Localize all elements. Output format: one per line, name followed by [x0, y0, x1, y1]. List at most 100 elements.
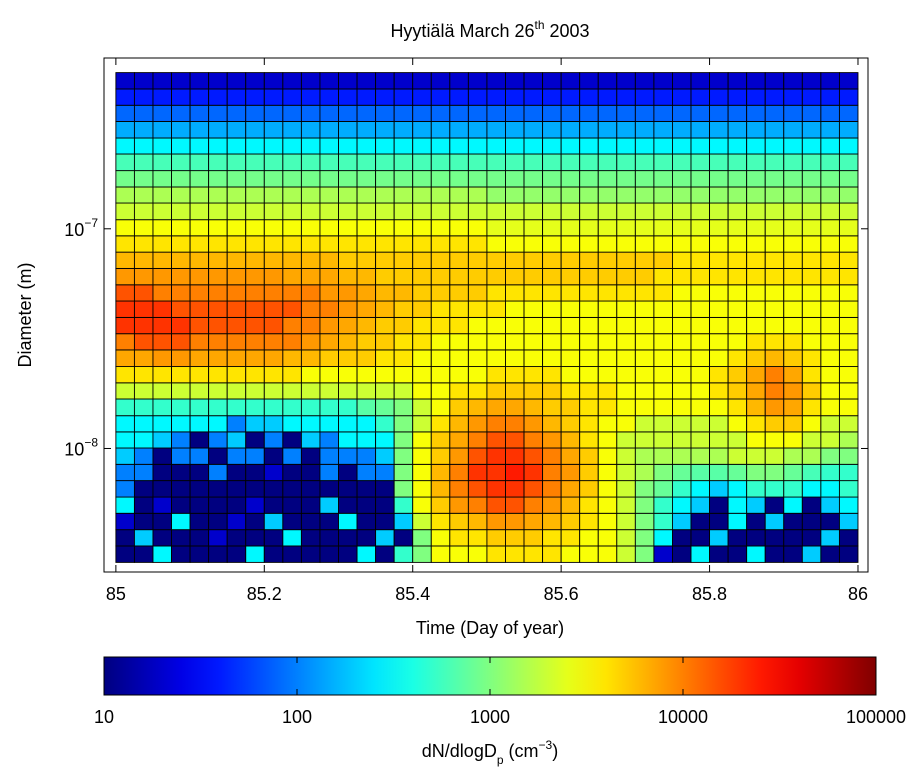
heatmap-cell [412, 300, 432, 318]
heatmap-cell [449, 333, 469, 351]
heatmap-cell [690, 431, 711, 449]
heatmap-cell [746, 170, 766, 188]
heatmap-cell [764, 267, 785, 286]
heatmap-cell [393, 121, 414, 139]
heatmap-cell [393, 382, 414, 400]
heatmap-cell [746, 431, 766, 449]
heatmap-cell [505, 219, 525, 237]
y-tick-label-base: 10 [64, 439, 84, 459]
heatmap-cell [412, 72, 432, 90]
heatmap-cell [171, 512, 191, 531]
heatmap-cell [152, 104, 172, 122]
heatmap-cell [597, 480, 618, 498]
heatmap-cell [727, 300, 748, 318]
heatmap-cell [542, 316, 562, 335]
heatmap-cell [226, 496, 247, 514]
heatmap-cell [319, 415, 339, 433]
heatmap-cell [115, 137, 135, 155]
heatmap-cell [801, 480, 822, 498]
heatmap-cell [338, 300, 358, 318]
heatmap-cell [189, 512, 210, 531]
heatmap-cell [208, 235, 228, 253]
heatmap-cell [319, 219, 339, 237]
heatmap-cell [338, 415, 358, 433]
heatmap-cell [152, 431, 172, 449]
heatmap-cell [653, 382, 673, 400]
heatmap-cell [282, 447, 302, 465]
heatmap-cell [338, 431, 358, 449]
heatmap-cell [690, 137, 711, 155]
heatmap-cell [801, 186, 822, 204]
heatmap-cell [820, 398, 840, 417]
heatmap-cell [690, 153, 711, 172]
heatmap-cell [171, 235, 191, 253]
heatmap-cell [783, 529, 803, 547]
heatmap-cell [838, 382, 859, 400]
heatmap-cell [616, 121, 636, 139]
heatmap-cell [634, 235, 655, 253]
heatmap-cell [579, 202, 599, 221]
heatmap-cell [375, 366, 395, 384]
heatmap-cell [690, 186, 711, 204]
heatmap-cell [542, 284, 562, 302]
heatmap-cell [300, 235, 321, 253]
heatmap-cell [133, 349, 154, 368]
heatmap-cell [338, 349, 358, 368]
heatmap-cell [430, 170, 451, 188]
heatmap-cell [820, 186, 840, 204]
heatmap-cell [597, 88, 618, 106]
heatmap-cell [634, 121, 655, 139]
heatmap-cell [523, 349, 544, 368]
x-tick-label: 85 [106, 584, 126, 604]
heatmap-cell [430, 366, 451, 384]
heatmap-cell [727, 316, 748, 335]
heatmap-cell [115, 284, 135, 302]
heatmap-cell [375, 88, 395, 106]
heatmap-cell [430, 88, 451, 106]
heatmap-cell [226, 415, 247, 433]
heatmap-cell [709, 382, 729, 400]
heatmap-cell [838, 480, 859, 498]
heatmap-cell [579, 104, 599, 122]
heatmap-cell [616, 316, 636, 335]
heatmap-cell [245, 496, 265, 514]
heatmap-cell [746, 284, 766, 302]
heatmap-cell [189, 545, 210, 563]
heatmap-cell [171, 137, 191, 155]
heatmap-cell [801, 382, 822, 400]
heatmap-cell [152, 137, 172, 155]
heatmap-cell [449, 366, 469, 384]
heatmap-cell [709, 104, 729, 122]
heatmap-cell [560, 137, 581, 155]
heatmap-cell [152, 316, 172, 335]
heatmap-cell [597, 512, 618, 531]
heatmap-cell [189, 153, 210, 172]
heatmap-cell [616, 512, 636, 531]
heatmap-cell [152, 480, 172, 498]
heatmap-cell [115, 382, 135, 400]
heatmap-cell [579, 463, 599, 482]
heatmap-cell [467, 235, 488, 253]
heatmap-cell [616, 333, 636, 351]
heatmap-cell [838, 251, 859, 269]
heatmap-cell [616, 529, 636, 547]
heatmap-cell [152, 88, 172, 106]
heatmap-cell [727, 267, 748, 286]
heatmap-cell [319, 463, 339, 482]
heatmap-cell [783, 316, 803, 335]
heatmap-cell [838, 529, 859, 547]
heatmap-cell [746, 349, 766, 368]
heatmap-cell [245, 186, 265, 204]
heatmap-cell [226, 202, 247, 221]
heatmap-cell [672, 480, 692, 498]
heatmap-cell [282, 267, 302, 286]
heatmap-cell [505, 72, 525, 90]
heatmap-cell [505, 186, 525, 204]
heatmap-cell [486, 431, 506, 449]
heatmap-cell [356, 284, 377, 302]
heatmap-cell [542, 202, 562, 221]
heatmap-cell [523, 104, 544, 122]
heatmap-cell [467, 447, 488, 465]
heatmap-cell [449, 202, 469, 221]
heatmap-cell [245, 415, 265, 433]
